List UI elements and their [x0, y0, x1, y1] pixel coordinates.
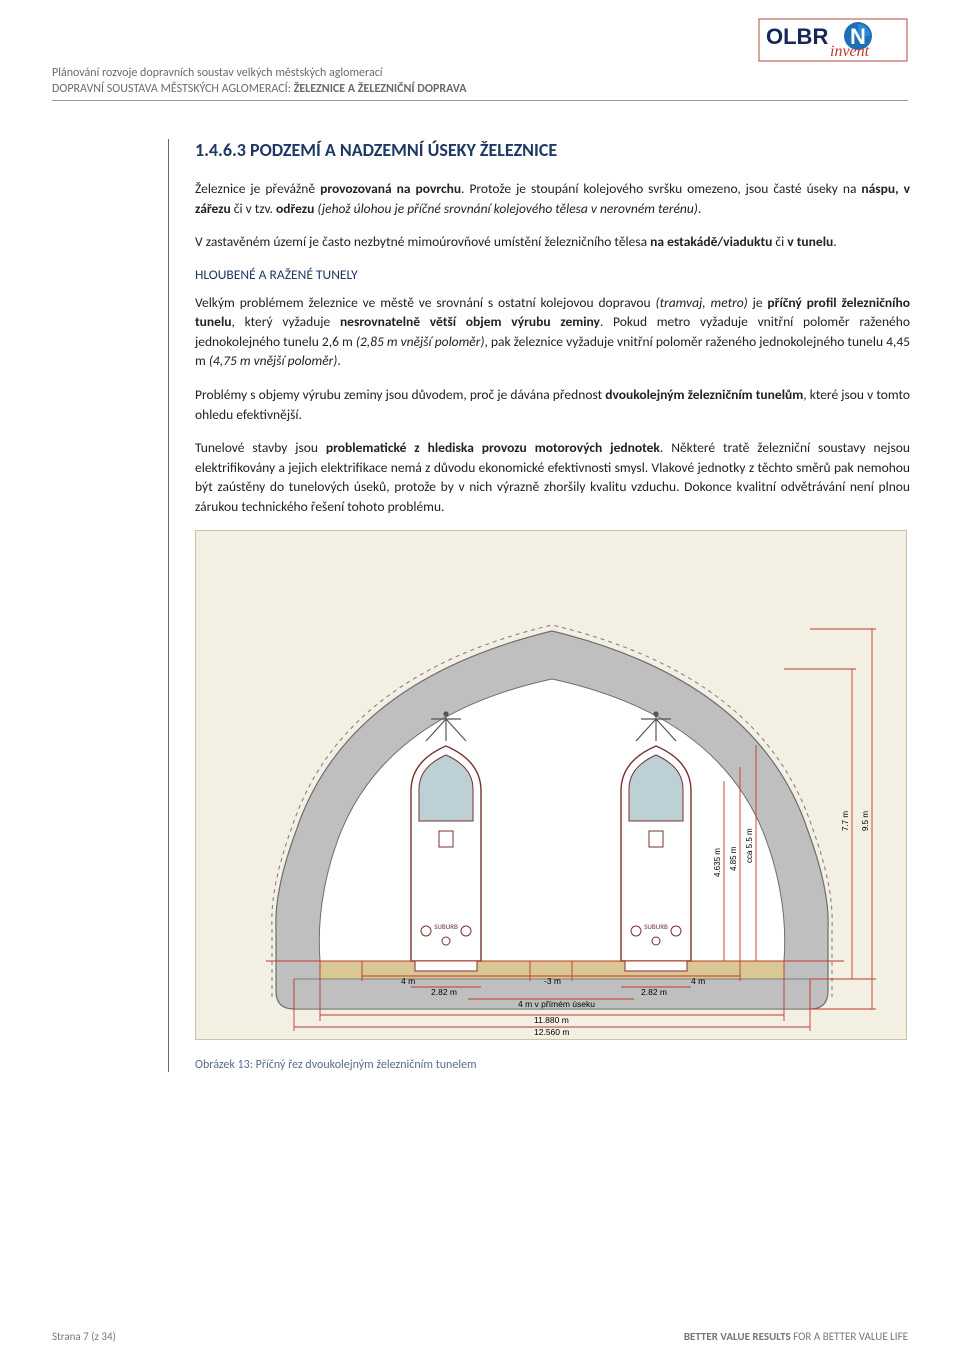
dim-right-track: 4 m	[691, 976, 705, 986]
logo-main: OLBR	[766, 24, 828, 49]
section-title-text: PODZEMÍ A NADZEMNÍ ÚSEKY ŽELEZNICE	[250, 139, 557, 161]
para-3: Velkým problémem železnice ve městě ve s…	[195, 293, 910, 371]
section-title: 1.4.6.3 PODZEMÍ A NADZEMNÍ ÚSEKY ŽELEZNI…	[195, 139, 910, 161]
header-line2: DOPRAVNÍ SOUSTAVA MĚSTSKÝCH AGLOMERACÍ: …	[52, 82, 908, 96]
dim-h1: 4.635 m	[713, 848, 722, 877]
para-1: Železnice je převážně provozovaná na pov…	[195, 179, 910, 218]
header-line1: Plánování rozvoje dopravních soustav vel…	[52, 66, 908, 80]
para-2: V zastavěném území je často nezbytné mim…	[195, 232, 910, 252]
header-line2-a: DOPRAVNÍ SOUSTAVA MĚSTSKÝCH AGLOMERACÍ:	[52, 82, 294, 96]
logo-sub: invent	[830, 43, 870, 60]
figure-caption: Obrázek 13: Příčný řez dvoukolejným žele…	[195, 1058, 910, 1072]
dim-train-left: 2.82 m	[431, 987, 457, 997]
dim-tunnel-inner: 11.880 m	[534, 1015, 569, 1025]
dim-center-gap: -3 m	[544, 976, 561, 986]
dim-left-track: 4 m	[401, 976, 415, 986]
page-header: Plánování rozvoje dopravních soustav vel…	[52, 66, 908, 101]
footer-left: Strana 7 (z 34)	[52, 1330, 116, 1343]
svg-text:SUBURB: SUBURB	[644, 922, 668, 931]
content-column: 1.4.6.3 PODZEMÍ A NADZEMNÍ ÚSEKY ŽELEZNI…	[168, 139, 910, 1072]
header-rule	[52, 100, 908, 101]
dim-train-right: 2.82 m	[641, 987, 667, 997]
dim-straight-4m: 4 m v přímém úseku	[518, 999, 595, 1009]
svg-text:SUBURB: SUBURB	[434, 922, 458, 931]
figure-tunnel-cross-section: SUBURB	[195, 530, 907, 1040]
dim-h2: 4.85 m	[729, 847, 738, 872]
footer-right: BETTER VALUE RESULTS FOR A BETTER VALUE …	[684, 1330, 908, 1343]
header-line2-b: ŽELEZNICE A ŽELEZNIČNÍ DOPRAVA	[294, 82, 467, 96]
dim-tunnel-outer: 12.560 m	[534, 1027, 569, 1037]
page-footer: Strana 7 (z 34) BETTER VALUE RESULTS FOR…	[52, 1330, 908, 1343]
subheading-tunnels: HLOUBENÉ A RAŽENÉ TUNELY	[195, 266, 910, 283]
section-number: 1.4.6.3	[195, 139, 246, 161]
dim-h-right2: 9.5 m	[861, 811, 870, 831]
para-4: Problémy s objemy výrubu zeminy jsou dův…	[195, 385, 910, 424]
dim-h-right1: 7.7 m	[841, 811, 850, 831]
brand-logo: OLBR N invent	[758, 18, 908, 67]
dim-h3: cca 5.5 m	[745, 828, 754, 863]
para-5: Tunelové stavby jsou problematické z hle…	[195, 438, 910, 516]
